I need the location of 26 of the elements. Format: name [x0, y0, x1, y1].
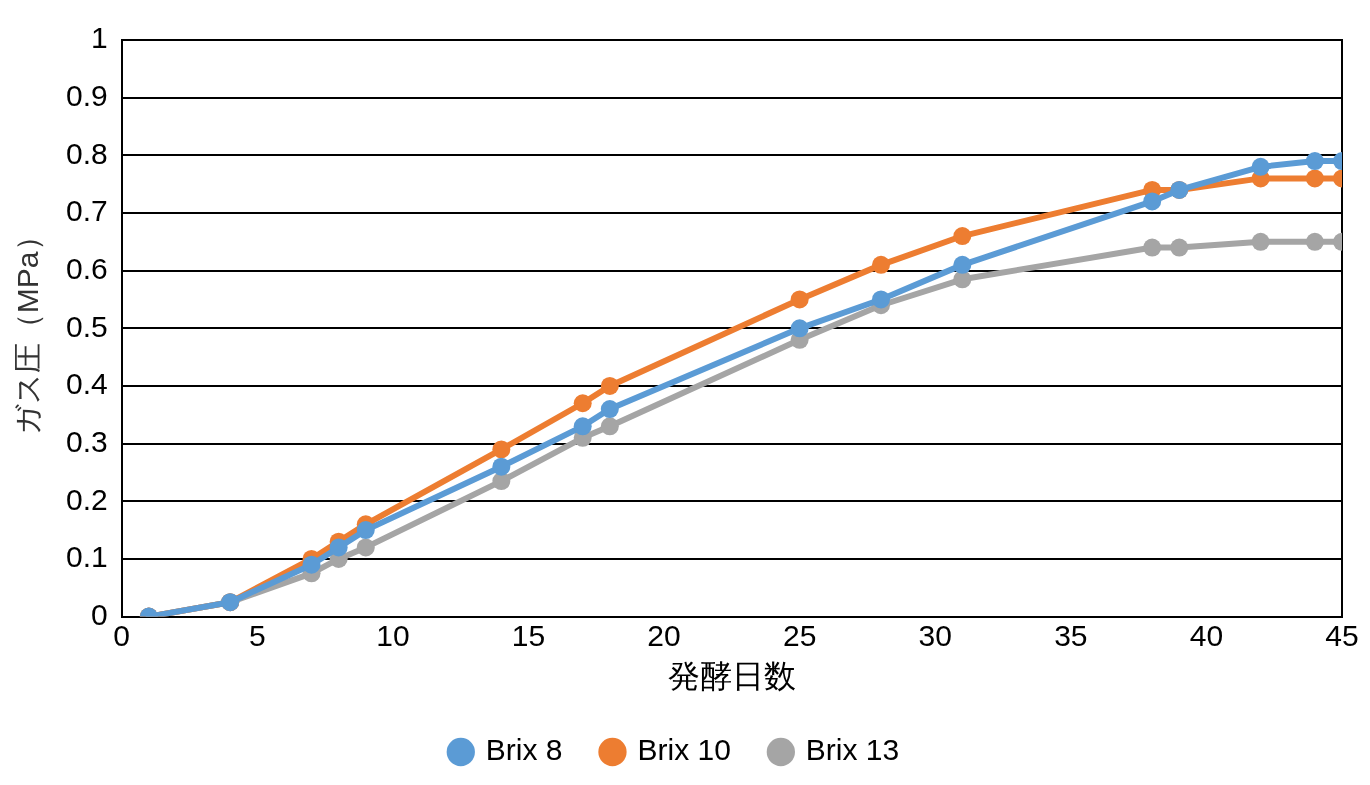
x-tick-label: 25 [782, 618, 817, 652]
x-tick-label: 5 [248, 618, 266, 652]
y-tick-label: 0.5 [65, 309, 108, 343]
y-axis-title: ガス圧（MPa） [11, 221, 45, 436]
y-tick-label: 0.9 [65, 78, 108, 112]
x-tick-label: 10 [376, 618, 410, 652]
legend-label: Brix 13 [805, 733, 900, 767]
y-tick-label: 0.1 [65, 540, 108, 574]
y-tick-label: 0.4 [65, 367, 108, 401]
legend-label: Brix 10 [637, 733, 731, 767]
y-tick-label: 0.7 [65, 194, 108, 228]
x-tick-label: 20 [647, 618, 681, 652]
y-tick-label: 0.2 [65, 482, 108, 516]
y-tick-label: 1 [91, 21, 108, 55]
y-tick-label: 0.3 [65, 424, 108, 458]
y-tick-label: 0.6 [65, 251, 108, 285]
x-tick-label: 35 [1054, 618, 1088, 652]
x-axis-title: 発酵日数 [667, 657, 796, 694]
x-tick-label: 15 [511, 618, 546, 652]
x-tick-label: 0 [113, 618, 131, 652]
y-tick-label: 0 [91, 597, 108, 631]
x-tick-label: 30 [918, 618, 952, 652]
x-tick-label: 40 [1189, 618, 1224, 652]
x-tick-label: 45 [1325, 618, 1359, 652]
y-tick-label: 0.8 [65, 136, 108, 170]
legend-label: Brix 8 [485, 733, 563, 767]
